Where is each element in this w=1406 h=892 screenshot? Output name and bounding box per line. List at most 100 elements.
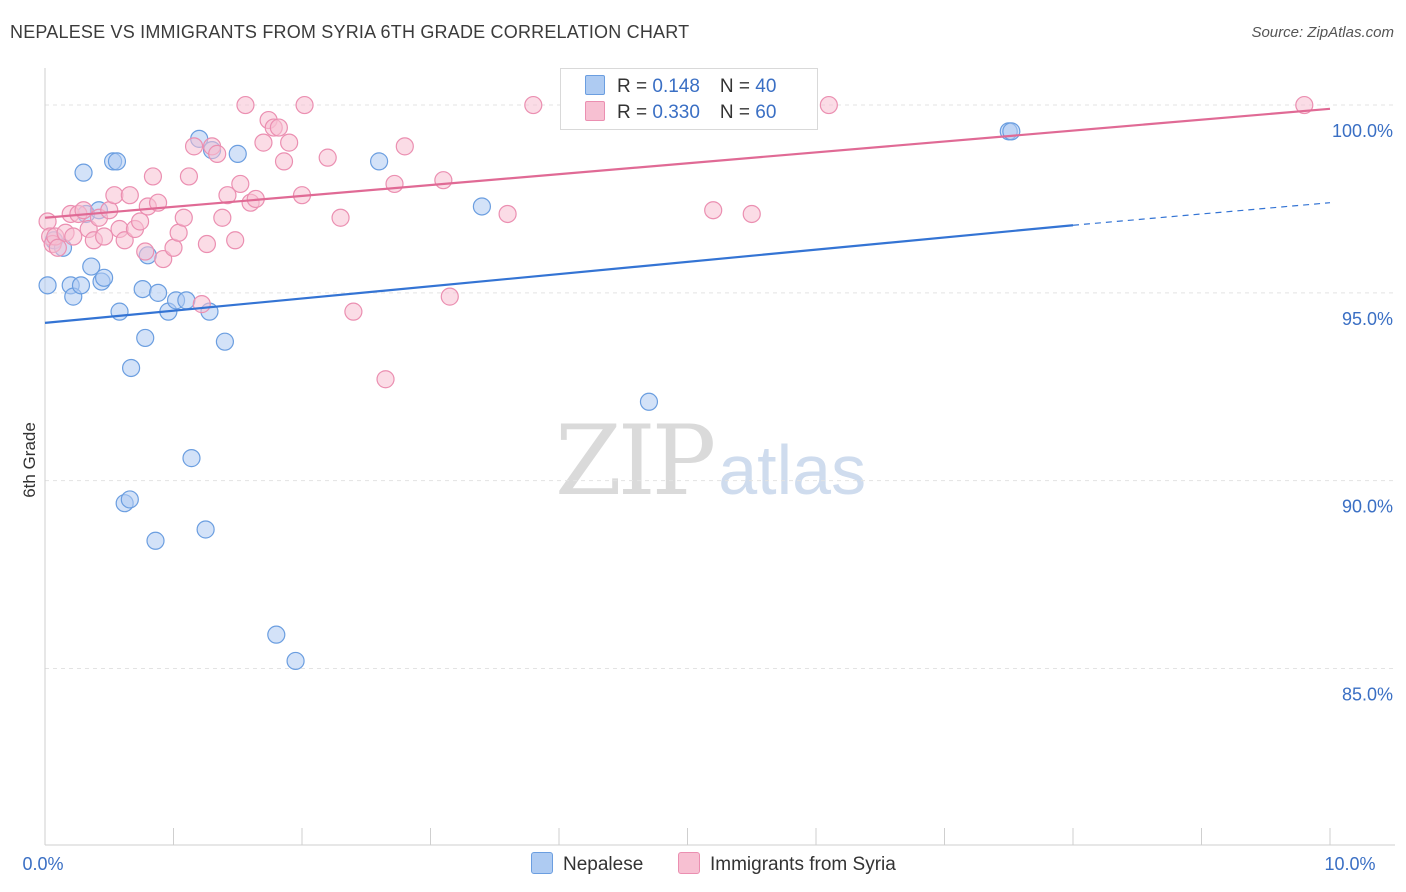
nepalese-point: [136, 328, 155, 348]
syria-point: [120, 186, 139, 205]
syria-point: [74, 201, 93, 220]
nepalese-point: [120, 490, 139, 509]
y-tick-label: 90.0%: [1342, 497, 1393, 517]
nepalese-point: [107, 152, 127, 171]
syria-point: [164, 238, 183, 257]
legend-r-value: 0.148: [652, 76, 700, 97]
syria-point: [331, 208, 350, 227]
syria-point: [184, 137, 204, 156]
bottom-legend-label: Nepalese: [563, 854, 644, 875]
source-label: Source: ZipAtlas.com: [1251, 24, 1394, 41]
nepalese-point: [110, 302, 129, 321]
syria-point: [704, 201, 723, 220]
syria-point: [254, 133, 273, 152]
syria-point: [136, 242, 155, 261]
nepalese-point: [472, 197, 491, 216]
bottom-legend-syria: Immigrants from Syria: [678, 852, 896, 876]
watermark-atlas: atlas: [718, 431, 867, 509]
legend-r-label: R =: [617, 102, 653, 123]
syria-point: [524, 95, 543, 115]
syria-trend-line: [44, 107, 1331, 219]
legend-r-label: R =: [617, 76, 653, 97]
nepalese-swatch: [585, 75, 605, 95]
bottom-legend-nepalese: Nepalese: [531, 852, 643, 876]
nepalese-point: [267, 625, 286, 644]
syria-point: [218, 186, 237, 205]
syria-point: [295, 95, 314, 115]
nepalese-point: [286, 651, 305, 671]
syria-point: [95, 227, 114, 246]
nepalese-point: [370, 152, 389, 171]
syria-point: [64, 227, 83, 246]
syria-point: [143, 167, 163, 186]
syria-point: [498, 204, 517, 224]
syria-point: [197, 234, 217, 254]
nepalese-point: [74, 163, 93, 182]
nepalese-point: [215, 332, 234, 351]
syria-point: [208, 144, 227, 163]
nepalese-trend-extension: [1072, 202, 1331, 226]
legend-row-syria: R = 0.330 N = 60: [585, 101, 776, 127]
syria-point: [236, 95, 255, 115]
nepalese-swatch: [531, 852, 553, 874]
syria-point: [440, 287, 459, 306]
nepalese-point: [182, 449, 201, 468]
nepalese-point: [95, 268, 114, 287]
y-tick-label: 95.0%: [1342, 309, 1393, 329]
nepalese-point: [639, 392, 659, 411]
syria-point: [269, 118, 288, 137]
watermark-zip: ZIP: [555, 405, 716, 517]
syria-point: [434, 171, 453, 190]
nepalese-point: [196, 520, 215, 539]
syria-point: [819, 95, 838, 115]
watermark: ZIPatlas: [555, 405, 866, 517]
nepalese-trend-line: [44, 224, 1074, 324]
syria-point: [192, 295, 211, 314]
x-tick-label: 10.0%: [1324, 854, 1375, 874]
syria-point: [395, 137, 414, 156]
syria-point: [38, 212, 57, 231]
syria-point: [280, 133, 299, 152]
correlation-legend: R = 0.148 N = 40 R = 0.330 N = 60: [560, 68, 818, 130]
legend-n-value: 40: [755, 76, 777, 97]
y-tick-label: 85.0%: [1342, 684, 1393, 704]
nepalese-point: [82, 257, 101, 276]
syria-point: [179, 167, 199, 186]
syria-point: [100, 201, 119, 220]
nepalese-point: [121, 358, 141, 378]
syria-point: [318, 148, 337, 167]
syria-point: [105, 186, 124, 205]
nepalese-point: [148, 283, 168, 302]
legend-row-nepalese: R = 0.148 N = 40: [585, 75, 776, 101]
syria-swatch: [678, 852, 700, 874]
syria-point: [742, 204, 761, 224]
legend-n-label: N =: [719, 102, 756, 123]
syria-point: [226, 231, 245, 250]
y-tick-label: 100.0%: [1332, 121, 1393, 141]
syria-point: [231, 174, 250, 194]
syria-point: [130, 212, 150, 231]
legend-n-value: 60: [755, 102, 777, 123]
syria-point: [213, 208, 232, 227]
chart-title: NEPALESE VS IMMIGRANTS FROM SYRIA 6TH GR…: [10, 22, 690, 42]
syria-point: [115, 231, 134, 250]
syria-point: [169, 223, 188, 242]
legend-n-label: N =: [719, 76, 756, 97]
syria-point: [376, 370, 395, 389]
syria-point: [1295, 95, 1314, 115]
nepalese-point: [133, 279, 152, 299]
syria-point: [344, 302, 363, 321]
syria-point: [154, 249, 173, 269]
nepalese-point: [228, 144, 247, 163]
syria-point: [174, 208, 193, 227]
nepalese-point: [146, 531, 165, 550]
syria-point: [274, 152, 294, 171]
y-axis-label: 6th Grade: [20, 422, 39, 498]
bottom-legend-label: Immigrants from Syria: [710, 854, 896, 875]
legend-r-value: 0.330: [652, 102, 700, 123]
nepalese-point: [177, 291, 196, 310]
x-tick-label: 0.0%: [22, 854, 63, 874]
nepalese-point: [38, 276, 57, 295]
nepalese-point: [71, 276, 91, 295]
